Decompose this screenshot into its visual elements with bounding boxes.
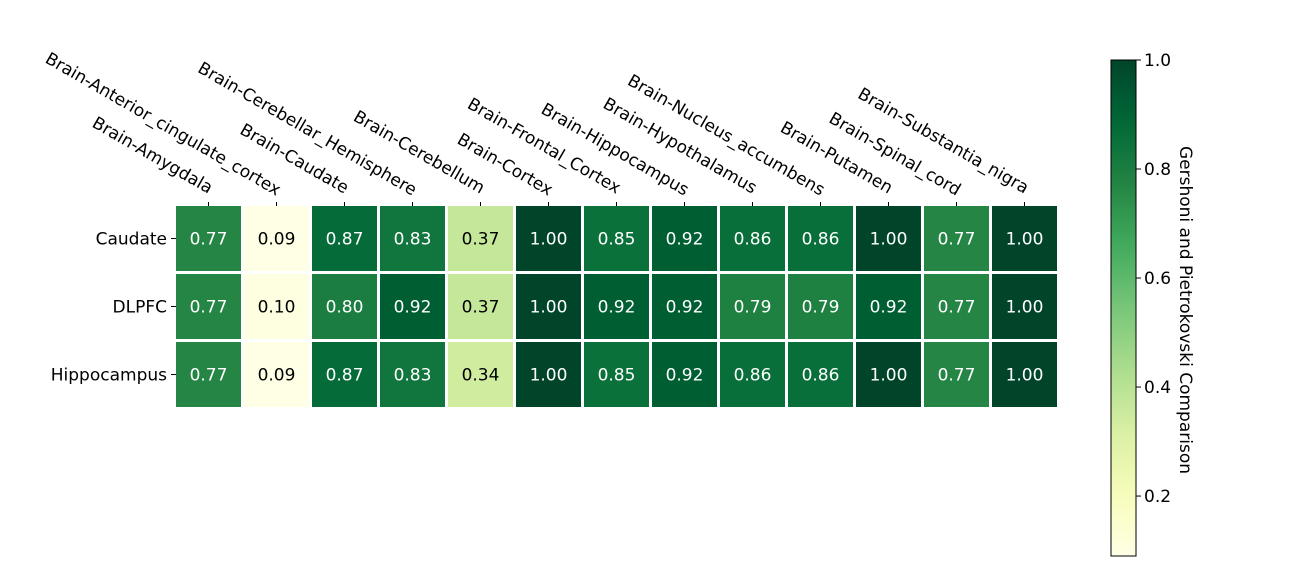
heatmap-cell [448,342,513,407]
cell-value-label: 1.00 [870,366,908,386]
cell-value-label: 0.92 [870,298,908,318]
heatmap-cell [720,342,785,407]
cell-value-label: 0.79 [802,298,840,318]
heatmap-cell [176,274,241,339]
heatmap-cell [924,206,989,271]
cell-value-labels: 0.77 0.09 0.87 0.83 0.37 1.00 0.85 0.92 0.86 0.86… [190,230,1044,386]
heatmap-cell [380,274,445,339]
heatmap-cell [856,342,921,407]
colorbar-tick-label: 0.2 [1144,487,1171,507]
heatmap-cell [652,206,717,271]
y-tick-label: Caudate [96,230,167,250]
heatmap-cells [176,206,1057,407]
y-axis-ticks: Caudate DLPFC Hippocampus [51,230,176,386]
heatmap-cell [448,274,513,339]
heatmap-cell [788,206,853,271]
y-tick-label: Hippocampus [51,366,167,386]
heatmap-cell [856,274,921,339]
colorbar-tick-label: 0.6 [1144,269,1171,289]
heatmap-cell [516,206,581,271]
heatmap-cell [652,274,717,339]
heatmap-cell [584,206,649,271]
heatmap-cell [380,206,445,271]
cell-value-label: 0.92 [598,298,636,318]
cell-value-label: 0.87 [326,230,364,250]
cell-value-label: 0.77 [190,230,228,250]
heatmap-cell [312,206,377,271]
cell-value-label: 0.86 [734,230,772,250]
cell-value-label: 0.87 [326,366,364,386]
cell-value-label: 0.09 [258,366,296,386]
cell-value-label: 0.92 [666,230,704,250]
colorbar-gradient [1110,59,1137,557]
colorbar-tick-label: 0.4 [1144,378,1171,398]
cell-value-label: 0.10 [258,298,296,318]
cell-value-label: 0.09 [258,230,296,250]
heatmap-cell [856,206,921,271]
cell-value-label: 0.86 [802,230,840,250]
heatmap-cell [312,342,377,407]
heatmap-cell [244,274,309,339]
cell-value-label: 0.86 [802,366,840,386]
cell-value-label: 0.37 [462,298,500,318]
heatmap-cell [584,342,649,407]
heatmap-cell [720,206,785,271]
heatmap-cell [788,274,853,339]
heatmap-cell [516,274,581,339]
cell-value-label: 0.92 [666,366,704,386]
heatmap-cell [516,342,581,407]
cell-value-label: 0.77 [190,298,228,318]
cell-value-label: 0.77 [938,230,976,250]
cell-value-label: 0.83 [394,230,432,250]
cell-value-label: 0.85 [598,366,636,386]
x-axis-ticks: Brain-AmygdalaBrain-Anterior_cingulate_c… [42,49,1032,206]
y-tick-label: DLPFC [113,298,167,318]
cell-value-label: 1.00 [530,366,568,386]
heatmap-cell [992,342,1057,407]
heatmap-cell [924,274,989,339]
cell-value-label: 0.92 [666,298,704,318]
cell-value-label: 1.00 [530,230,568,250]
heatmap-cell [584,274,649,339]
cell-value-label: 0.77 [938,366,976,386]
cell-value-label: 0.92 [394,298,432,318]
cell-value-label: 1.00 [1006,298,1044,318]
colorbar-label: Gershoni and Pietrokovski Comparison [1175,146,1195,474]
heatmap-cell [448,206,513,271]
cell-value-label: 0.83 [394,366,432,386]
colorbar: 0.2 0.4 0.6 0.8 1.0 Gershoni and Pietrokovski… [1110,51,1195,557]
cell-value-label: 0.34 [462,366,500,386]
cell-value-label: 1.00 [1006,366,1044,386]
heatmap-cell [652,342,717,407]
heatmap-cell [176,206,241,271]
cell-value-label: 0.80 [326,298,364,318]
cell-value-label: 1.00 [1006,230,1044,250]
heatmap-cell [312,274,377,339]
colorbar-tick-label: 0.8 [1144,160,1171,180]
colorbar-tick-label: 1.0 [1144,51,1171,71]
cell-value-label: 0.77 [938,298,976,318]
cell-value-label: 1.00 [530,298,568,318]
cell-value-label: 0.77 [190,366,228,386]
heatmap-cell [176,342,241,407]
heatmap-cell [380,342,445,407]
heatmap-cell [788,342,853,407]
heatmap-cell [720,274,785,339]
heatmap-cell [244,206,309,271]
cell-value-label: 1.00 [870,230,908,250]
heatmap-cell [992,206,1057,271]
heatmap-cell [244,342,309,407]
heatmap-cell [992,274,1057,339]
heatmap-cell [924,342,989,407]
cell-value-label: 0.85 [598,230,636,250]
cell-value-label: 0.79 [734,298,772,318]
cell-value-label: 0.37 [462,230,500,250]
cell-value-label: 0.86 [734,366,772,386]
